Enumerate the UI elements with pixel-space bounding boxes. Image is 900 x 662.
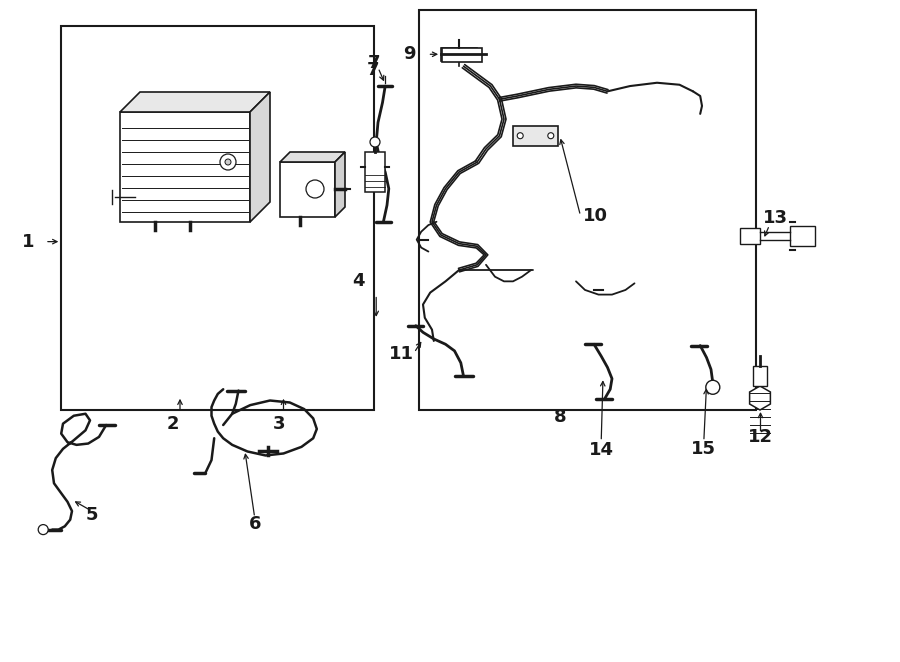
Text: 11: 11: [389, 345, 414, 363]
Polygon shape: [250, 92, 270, 222]
Bar: [441, 48, 477, 61]
Text: 10: 10: [583, 207, 608, 225]
Text: 8: 8: [554, 408, 566, 426]
Bar: [61, 26, 373, 410]
Text: 9: 9: [403, 45, 416, 64]
Bar: [513, 126, 558, 146]
Text: 4: 4: [352, 272, 365, 291]
Text: 2: 2: [166, 414, 179, 433]
Polygon shape: [335, 152, 345, 217]
Text: 13: 13: [763, 209, 788, 228]
Bar: [790, 226, 815, 246]
Polygon shape: [120, 112, 250, 222]
Text: 5: 5: [86, 506, 98, 524]
Text: 7: 7: [368, 54, 381, 72]
Polygon shape: [750, 386, 770, 410]
Text: 14: 14: [589, 441, 614, 459]
Text: 7: 7: [367, 60, 380, 79]
Text: 6: 6: [248, 515, 261, 534]
Text: 1: 1: [22, 232, 34, 251]
Circle shape: [706, 380, 720, 395]
Circle shape: [548, 132, 554, 139]
Bar: [740, 228, 760, 244]
Circle shape: [220, 154, 236, 170]
Circle shape: [38, 524, 49, 535]
Bar: [418, 10, 756, 410]
Bar: [753, 366, 767, 386]
Polygon shape: [120, 92, 270, 112]
Text: 12: 12: [748, 428, 773, 446]
Text: 15: 15: [691, 440, 716, 458]
Polygon shape: [280, 162, 335, 217]
Circle shape: [306, 180, 324, 198]
Bar: [365, 152, 385, 192]
Bar: [442, 48, 482, 62]
Circle shape: [370, 137, 380, 147]
Polygon shape: [280, 152, 345, 162]
Circle shape: [518, 132, 523, 139]
Text: 3: 3: [273, 414, 285, 433]
Circle shape: [225, 159, 231, 165]
